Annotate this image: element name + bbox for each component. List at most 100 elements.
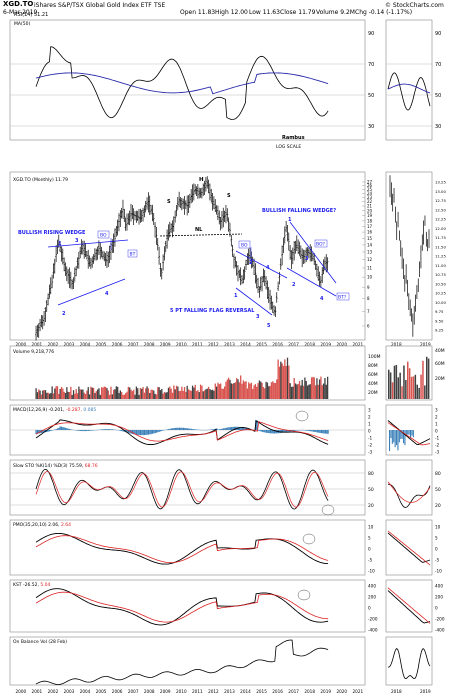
price-tick-label: 21 [367, 204, 373, 209]
macd-hist-bar [190, 428, 193, 430]
volume-bar [246, 388, 249, 399]
macd-side-hist-bar [405, 430, 407, 435]
macd-hist-bar [284, 430, 286, 433]
price-tick-label: 22 [367, 199, 373, 204]
volume-bar [265, 381, 267, 399]
bo-label-3: BO? [316, 242, 326, 248]
volume-bar [182, 390, 184, 399]
volume-bar [290, 386, 293, 399]
pmo-panel: PMO(35,20,10) 2.06, 2.64 10 10 5 5 0 0 -5 -5 -10… [9, 519, 442, 576]
volume-bar [146, 386, 148, 399]
price-panel-frame [9, 171, 366, 341]
volume-bar [175, 385, 178, 399]
year-tick-label: 2017 [288, 689, 299, 694]
kst-legend: KST -26.52, 5.04 [13, 582, 51, 588]
volume-bar [113, 389, 115, 399]
volume-bar [228, 377, 230, 399]
volume-bar [260, 381, 262, 399]
volume-bar [42, 390, 44, 399]
macd-hist-bar [139, 430, 142, 436]
volume-bar [90, 386, 92, 399]
year-tick-label: 2019 [320, 689, 331, 694]
macd-hist-bar [294, 430, 296, 431]
price-side-frame [385, 171, 433, 341]
macd-hist-bar [59, 426, 61, 430]
macd-hist-bar [110, 429, 112, 430]
volume-side-bar [427, 358, 430, 399]
volume-side-bar [401, 386, 403, 399]
sto-side-tick: 20 [435, 503, 441, 509]
pmo-tick-label: 10 [368, 525, 374, 530]
price-legend: XGD.TO (Monthly) 11.79 [13, 177, 68, 183]
volume-bar [232, 383, 234, 399]
volume-side-tick: 20M [435, 376, 445, 382]
year-tick-label: 2012 [208, 689, 219, 694]
macd-hist-bar [56, 428, 59, 430]
rising-wedge-top-line [47, 239, 129, 248]
volume-bar [288, 365, 290, 399]
volume-bar [166, 392, 168, 399]
macd-panel: MACD(12,26,9) -0.201, -0.287, 0.085 3 3 2 2… [9, 404, 440, 456]
volume-side-bar [397, 377, 399, 399]
macd-hist-bar [231, 426, 233, 430]
macd-side-hist-bar [400, 430, 402, 439]
volume-bar [189, 390, 191, 399]
macd-hist-bar [66, 428, 68, 430]
macd-side-hist-bar [391, 430, 393, 444]
stochastic-panel: Slow STO %K(14) %D(3) 75.59, 68.76 80 50… [9, 459, 441, 516]
volume-bar [224, 386, 226, 399]
year-tick-label: 2014 [240, 342, 251, 347]
price-tick-label: 12 [367, 257, 373, 262]
price-tick-label: 7 [367, 309, 370, 314]
side-year-axis-bottom: 2018 2019 [391, 689, 431, 694]
macd-hist-bar [272, 430, 274, 434]
price-side-tick-label: 12.50 [435, 207, 446, 212]
neckline [159, 233, 243, 237]
macd-hist-bar [223, 428, 225, 430]
volume-bar [71, 394, 73, 399]
volume-bar [147, 388, 150, 399]
price-tick-label: 11 [367, 266, 373, 271]
macd-hist-bar [141, 430, 143, 436]
volume-bar [96, 389, 99, 399]
macd-hist-bar [160, 430, 162, 432]
price-side-tick-label: 10.00 [435, 300, 446, 305]
macd-hist-bar [308, 430, 310, 432]
macd-hist-bar [90, 430, 92, 431]
pmo-legend: PMO(35,20,10) 2.06, 2.64 [13, 522, 71, 528]
side-year-axis-price: 2018 2019 [391, 342, 431, 347]
rsi-tick-50: 50 [368, 93, 374, 99]
volume-bar [75, 389, 77, 399]
macd-hist-bar [35, 430, 37, 434]
obv-panel: On Balance Vol (28 Feb) 2000 2001 2002 2003… [9, 636, 433, 694]
year-tick-label: 2013 [224, 342, 235, 347]
volume-bar [64, 392, 67, 399]
volume-bar [76, 393, 79, 399]
volume-side-bar [416, 384, 418, 399]
macd-hist-bar [184, 427, 186, 430]
volume-bar [149, 392, 151, 399]
macd-side-hist-bar [403, 430, 405, 444]
price-tick-label: 26 [367, 183, 373, 188]
macd-hist-bar [243, 427, 245, 430]
volume-bar [70, 386, 72, 399]
side-year-tick-label: 2019 [420, 342, 431, 347]
volume-bar [226, 379, 228, 399]
volume-bar [159, 390, 162, 399]
pmo-side-line [387, 532, 431, 563]
macd-hist-bar [51, 430, 53, 431]
flag-point-label: 5 [267, 323, 271, 329]
macd-side-hist-bar [393, 430, 395, 443]
volume-side-bar [408, 368, 411, 399]
macd-side-hist-bar [401, 430, 403, 439]
bo-box-3 [314, 239, 328, 248]
macd-side-tick-label: 2 [435, 415, 438, 420]
macd-hist-bar [312, 430, 314, 432]
macd-hist-bar [67, 428, 69, 430]
volume-bar [268, 386, 270, 399]
kst-side-tick-label: -400 [435, 628, 445, 633]
macd-hist-bar [63, 427, 65, 430]
volume-bar [51, 386, 53, 399]
volume-bar [72, 390, 75, 399]
macd-hist-bar [256, 420, 258, 430]
